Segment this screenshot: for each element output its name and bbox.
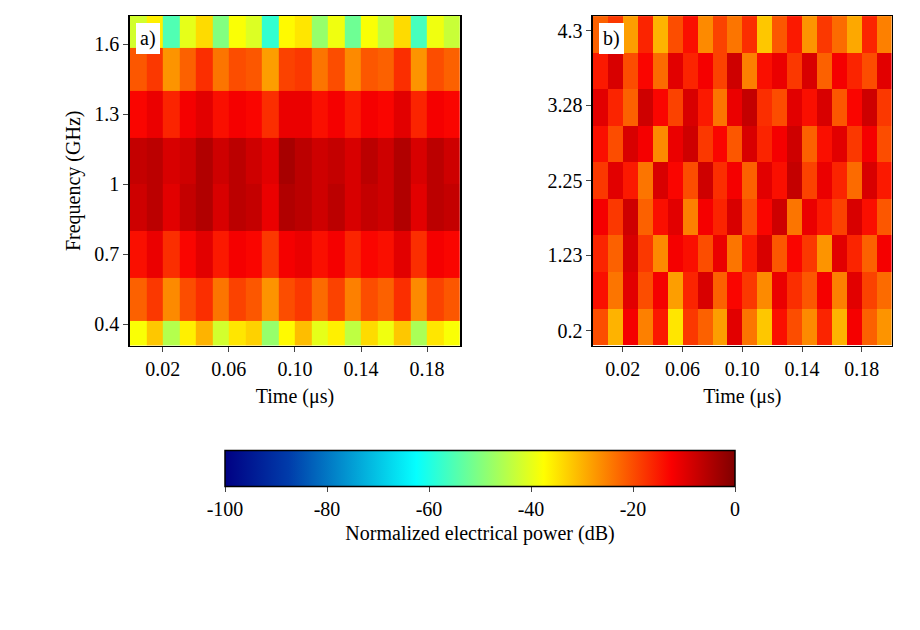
svg-text:0.10: 0.10 (725, 358, 760, 380)
svg-text:0.06: 0.06 (665, 358, 700, 380)
svg-text:0.4: 0.4 (94, 313, 119, 335)
svg-text:2.25: 2.25 (547, 170, 582, 192)
svg-text:1.6: 1.6 (94, 33, 119, 55)
svg-text:0.18: 0.18 (410, 358, 445, 380)
svg-text:0.10: 0.10 (277, 358, 312, 380)
svg-text:a): a) (140, 27, 156, 50)
svg-text:Frequency (GHz): Frequency (GHz) (62, 111, 85, 252)
svg-text:4.3: 4.3 (557, 20, 582, 42)
svg-text:0: 0 (730, 498, 740, 520)
svg-text:1.3: 1.3 (94, 103, 119, 125)
svg-text:Normalized electrical power (d: Normalized electrical power (dB) (345, 522, 614, 545)
svg-text:3.28: 3.28 (547, 94, 582, 116)
svg-text:-100: -100 (207, 498, 244, 520)
svg-text:-80: -80 (314, 498, 341, 520)
svg-text:0.06: 0.06 (211, 358, 246, 380)
svg-text:1: 1 (109, 173, 119, 195)
svg-text:-60: -60 (416, 498, 443, 520)
svg-text:Time (μs): Time (μs) (703, 385, 781, 408)
svg-text:0.7: 0.7 (94, 243, 119, 265)
svg-text:0.14: 0.14 (344, 358, 379, 380)
svg-text:0.2: 0.2 (557, 320, 582, 342)
svg-text:0.18: 0.18 (844, 358, 879, 380)
svg-text:-40: -40 (518, 498, 545, 520)
svg-text:b): b) (603, 27, 620, 50)
svg-text:-20: -20 (620, 498, 647, 520)
svg-text:0.02: 0.02 (145, 358, 180, 380)
svg-text:0.14: 0.14 (785, 358, 820, 380)
svg-text:1.23: 1.23 (547, 244, 582, 266)
svg-text:Time (μs): Time (μs) (256, 385, 334, 408)
svg-text:0.02: 0.02 (605, 358, 640, 380)
